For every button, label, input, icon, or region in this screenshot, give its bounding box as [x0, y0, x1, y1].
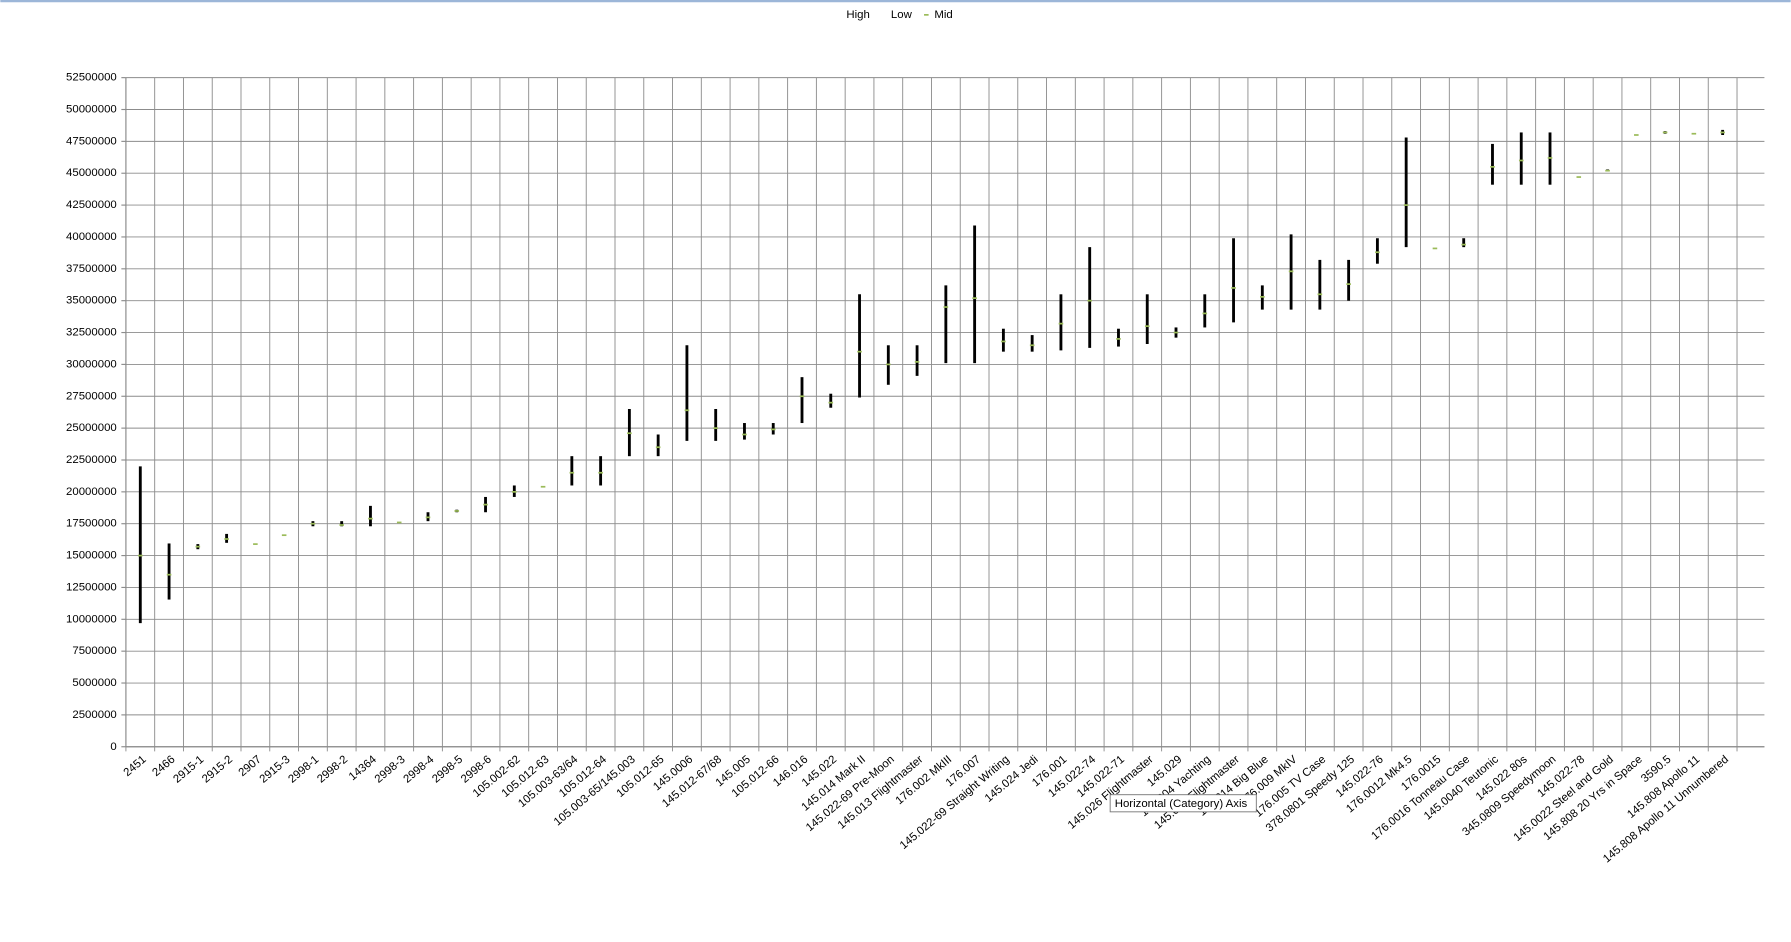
y-tick-label: 50000000 — [66, 104, 117, 116]
legend-label: Mid — [934, 9, 952, 21]
tooltip: Horizontal (Category) Axis — [1115, 798, 1248, 810]
legend-label: Low — [891, 9, 913, 21]
y-tick-label: 0 — [110, 741, 116, 753]
y-tick-label: 25000000 — [66, 422, 117, 434]
y-tick-label: 35000000 — [66, 295, 117, 307]
y-tick-label: 37500000 — [66, 263, 117, 275]
y-tick-label: 47500000 — [66, 135, 117, 147]
y-tick-label: 7500000 — [72, 645, 116, 657]
y-tick-label: 32500000 — [66, 327, 117, 339]
y-tick-label: 12500000 — [66, 581, 117, 593]
y-tick-label: 10000000 — [66, 613, 117, 625]
y-tick-label: 27500000 — [66, 390, 117, 402]
y-tick-label: 52500000 — [66, 72, 117, 84]
y-tick-label: 45000000 — [66, 167, 117, 179]
y-tick-label: 22500000 — [66, 454, 117, 466]
tooltip-box — [1109, 794, 1257, 813]
y-tick-label: 42500000 — [66, 199, 117, 211]
legend: High Low Mid — [846, 9, 952, 21]
y-tick-label: 2500000 — [72, 709, 116, 721]
legend-label: High — [846, 9, 869, 21]
y-tick-label: 5000000 — [72, 677, 116, 689]
y-tick-label: 30000000 — [66, 358, 117, 370]
y-tick-label: 20000000 — [66, 486, 117, 498]
y-tick-label: 17500000 — [66, 518, 117, 530]
y-tick-label: 15000000 — [66, 550, 117, 562]
y-tick-label: 40000000 — [66, 231, 117, 243]
